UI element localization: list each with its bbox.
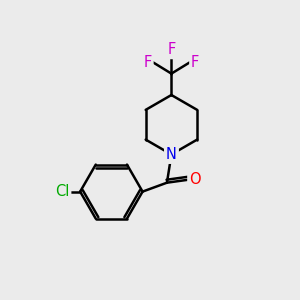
Text: Cl: Cl [55,184,70,199]
Text: N: N [166,147,177,162]
Text: O: O [189,172,201,187]
Text: F: F [167,42,175,57]
Text: F: F [143,55,152,70]
Text: F: F [191,55,199,70]
Text: N: N [166,147,177,162]
